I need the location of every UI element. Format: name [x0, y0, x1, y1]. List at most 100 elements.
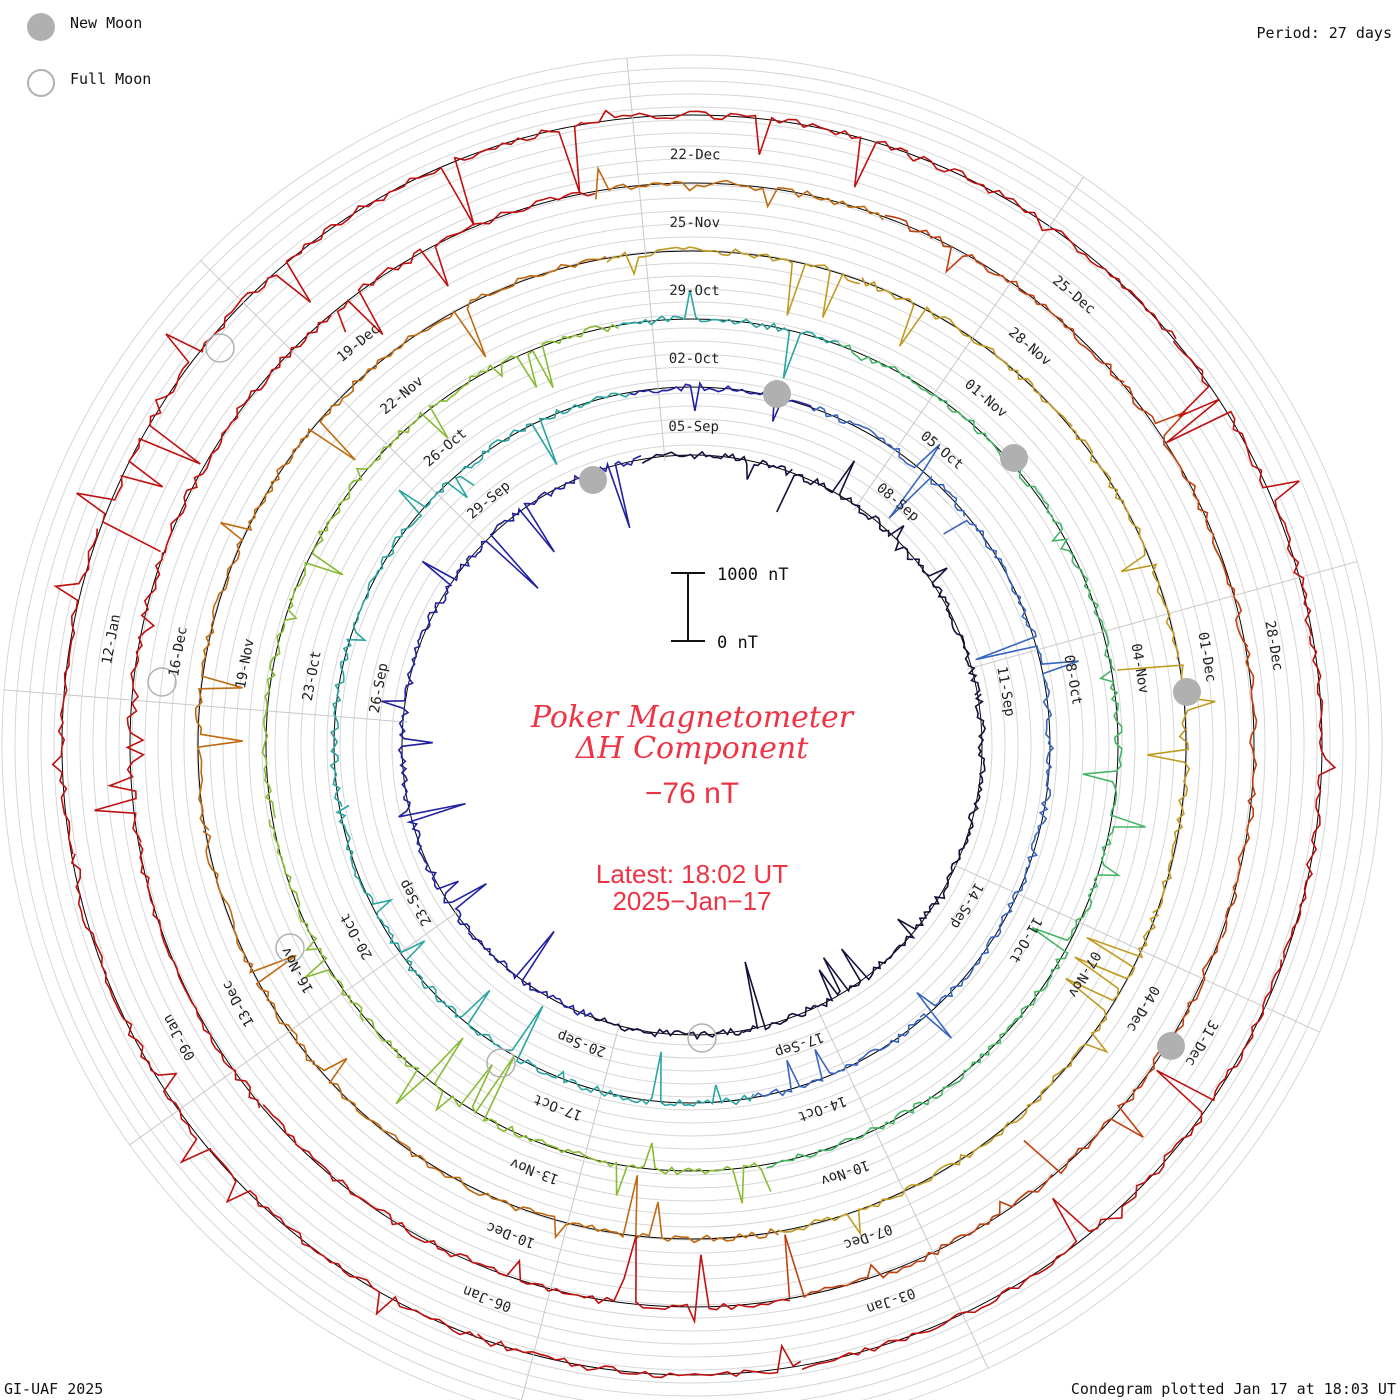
date-tick-label: 12-Jan [99, 613, 124, 666]
scale-bar: 1000 nT 0 nT [671, 565, 789, 653]
series-trace [617, 289, 839, 379]
latest-date: 2025−Jan−17 [612, 886, 771, 916]
grid-ring [157, 210, 1227, 1280]
series-trace [913, 558, 981, 696]
series-trace [641, 450, 793, 480]
grid-ring [105, 158, 1279, 1332]
series-trace [1082, 670, 1146, 891]
grid-ring [183, 236, 1201, 1254]
full-moon-marker [486, 1048, 516, 1078]
title-block: Poker Magnetometer ΔH Component −76 nT L… [530, 700, 855, 916]
full-moon-legend-label: Full Moon [70, 70, 152, 88]
date-tick-label: 11-Sep [993, 665, 1017, 718]
series-trace [595, 165, 884, 221]
series-trace [312, 1057, 525, 1212]
latest-time: Latest: 18:02 UT [596, 859, 788, 889]
series-trace [477, 1333, 802, 1379]
spoke-line [853, 176, 1085, 511]
series-trace [776, 460, 914, 561]
series-trace [837, 342, 1021, 470]
date-tick-label: 19-Nov [233, 637, 258, 690]
series-trace [1221, 646, 1258, 939]
grid-ring [378, 431, 1006, 1059]
series-trace [523, 1175, 779, 1244]
baseline-ring [129, 182, 1255, 1308]
series-trace [51, 528, 99, 855]
series-trace [355, 475, 475, 624]
series-trace [1282, 636, 1337, 961]
grid-ring [79, 132, 1305, 1358]
series-trace [592, 1016, 744, 1041]
series-trace [861, 277, 1073, 427]
grid-ring [27, 80, 1357, 1400]
grid-ring [365, 418, 1019, 1072]
scale-bottom-label: 0 nT [717, 633, 758, 653]
series-trace [220, 367, 376, 576]
date-tick-label: 14-Oct [796, 1092, 849, 1124]
series-trace [878, 844, 966, 970]
spoke-line [950, 863, 1320, 1033]
series-trace [784, 1173, 1053, 1299]
series-trace [503, 455, 642, 553]
series-trace [499, 1235, 791, 1325]
spoke-line [4, 689, 408, 723]
series-trace [801, 1197, 1098, 1371]
chart-subtitle: ΔH Component [575, 731, 809, 766]
series-trace [1027, 682, 1055, 868]
series-trace [336, 191, 596, 336]
series-trace [366, 1017, 548, 1146]
full-moon-marker [275, 933, 305, 963]
series-trace [777, 1121, 1010, 1237]
series-trace [138, 842, 261, 1109]
spoke-line [813, 1002, 989, 1369]
full-moon-marker [147, 667, 177, 697]
series-trace [1096, 959, 1283, 1229]
date-tick-label: 22-Dec [670, 147, 721, 163]
series-trace [285, 121, 583, 263]
series-trace [268, 819, 364, 1022]
series-trace [418, 973, 571, 1084]
series-trace [164, 314, 332, 554]
series-trace [194, 576, 243, 831]
spoke-line [129, 909, 461, 1146]
grid-ring [66, 119, 1318, 1371]
grid-ring [222, 275, 1162, 1215]
series-trace [943, 519, 1079, 683]
series-trace [1018, 468, 1116, 671]
series-trace [916, 866, 1028, 1039]
chart-title: Poker Magnetometer [530, 700, 855, 735]
date-tick-label: 05-Sep [668, 419, 719, 435]
series-trace [381, 645, 433, 796]
series-trace [398, 795, 487, 933]
baseline-ring [197, 250, 1187, 1240]
date-tick-label: 20-Sep [555, 1027, 608, 1060]
spoke-line [626, 58, 666, 462]
grid-ring [92, 145, 1292, 1345]
series-trace [1009, 914, 1160, 1125]
date-tick-label: 08-Sep [873, 480, 922, 525]
series-trace [375, 255, 607, 369]
new-moon-marker [763, 380, 791, 408]
date-tick-label: 10-Dec [484, 1218, 537, 1251]
series-trace [964, 693, 987, 845]
grid-ring [235, 288, 1149, 1202]
new-moon-legend-icon [27, 13, 55, 41]
grid-ring [261, 314, 1123, 1176]
plotted-timestamp: Condegram plotted Jan 17 at 18:03 UT [1070, 1380, 1396, 1398]
series-trace [884, 214, 1125, 383]
series-trace [329, 622, 368, 808]
series-trace [261, 598, 298, 819]
series-trace [94, 552, 164, 843]
series-trace [1117, 664, 1216, 914]
series-trace [753, 1018, 923, 1098]
grid-ring [274, 327, 1110, 1163]
date-tick-label: 17-Sep [773, 1028, 826, 1060]
date-tick-label: 16-Nov [278, 944, 317, 996]
full-moon-marker [687, 1023, 717, 1053]
date-tick-label: 17-Oct [532, 1091, 585, 1124]
scale-top-label: 1000 nT [717, 565, 789, 585]
grid-ring [53, 106, 1331, 1384]
series-trace [209, 1148, 477, 1339]
credit-label: GI-UAF 2025 [4, 1380, 104, 1398]
